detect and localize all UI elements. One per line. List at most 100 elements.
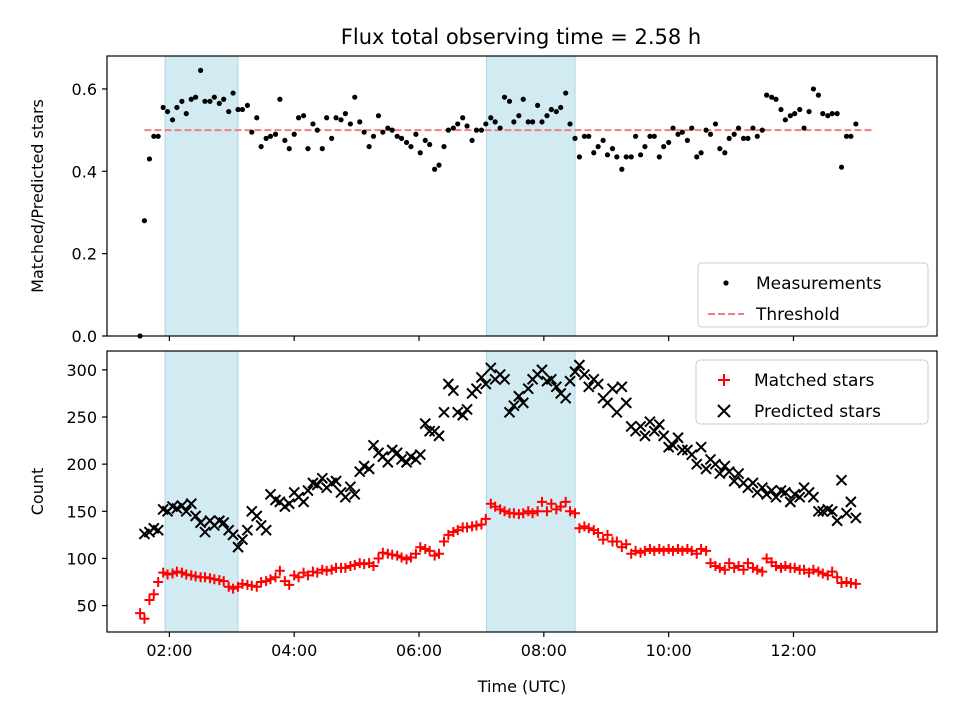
data-point bbox=[750, 125, 756, 131]
legend-marker bbox=[717, 404, 731, 418]
data-point bbox=[813, 566, 824, 577]
data-point bbox=[807, 491, 820, 503]
data-point bbox=[550, 381, 563, 393]
data-point bbox=[639, 430, 651, 442]
data-point bbox=[272, 131, 279, 137]
data-point bbox=[663, 544, 674, 555]
data-point bbox=[199, 526, 211, 538]
data-point bbox=[574, 523, 585, 534]
data-point bbox=[302, 484, 314, 497]
data-point bbox=[483, 121, 489, 127]
data-point bbox=[644, 416, 656, 428]
data-point bbox=[586, 133, 592, 139]
data-point bbox=[595, 143, 601, 150]
data-point bbox=[726, 135, 732, 141]
data-point bbox=[563, 90, 569, 96]
x-tick-label: 10:00 bbox=[646, 641, 692, 660]
data-point bbox=[672, 432, 684, 444]
data-point bbox=[637, 152, 644, 158]
data-point bbox=[850, 512, 862, 524]
data-point bbox=[820, 111, 826, 117]
y-tick-label: 50 bbox=[77, 597, 97, 616]
data-point bbox=[686, 449, 698, 461]
data-point bbox=[218, 576, 229, 587]
data-point bbox=[555, 501, 566, 512]
data-point bbox=[797, 106, 803, 113]
data-point bbox=[227, 529, 239, 541]
x-tick-label: 08:00 bbox=[521, 641, 567, 660]
y-tick-label: 250 bbox=[66, 408, 97, 427]
data-point bbox=[497, 125, 503, 131]
data-point bbox=[352, 94, 358, 100]
data-point bbox=[236, 533, 249, 546]
data-point bbox=[701, 545, 712, 556]
data-point bbox=[714, 562, 725, 573]
data-point bbox=[226, 108, 232, 115]
data-point bbox=[707, 131, 714, 137]
data-point bbox=[442, 378, 455, 390]
legend-frame bbox=[697, 262, 929, 328]
data-point bbox=[344, 481, 357, 493]
data-point bbox=[146, 156, 153, 162]
data-point bbox=[745, 135, 751, 141]
data-point bbox=[153, 577, 164, 588]
data-point bbox=[679, 129, 685, 135]
data-point bbox=[667, 439, 679, 452]
data-point bbox=[232, 541, 244, 553]
data-point bbox=[436, 162, 442, 168]
data-point bbox=[684, 137, 690, 144]
data-point bbox=[251, 510, 263, 522]
data-point bbox=[230, 90, 236, 96]
data-point bbox=[382, 456, 394, 468]
data-point bbox=[314, 127, 320, 133]
data-point bbox=[460, 115, 466, 121]
data-point bbox=[806, 108, 812, 115]
x-tick-label: 12:00 bbox=[770, 641, 816, 660]
data-point bbox=[141, 218, 148, 224]
data-point bbox=[263, 135, 269, 141]
data-point bbox=[480, 513, 491, 524]
data-point bbox=[621, 539, 632, 550]
data-point bbox=[485, 362, 497, 374]
data-point bbox=[602, 529, 613, 540]
data-point bbox=[780, 560, 791, 571]
data-point bbox=[829, 111, 835, 117]
data-point bbox=[413, 131, 419, 137]
data-point bbox=[530, 119, 536, 125]
legend-frame bbox=[695, 359, 929, 425]
data-point bbox=[525, 119, 531, 125]
data-point bbox=[415, 542, 426, 553]
data-point bbox=[291, 131, 297, 137]
data-point bbox=[394, 133, 400, 139]
counts-panel: 50 100 150 200 250 300 02:00 04:00 06:00 08:00 10:… bbox=[28, 350, 938, 696]
data-point bbox=[433, 430, 445, 442]
data-point bbox=[601, 397, 614, 409]
data-point bbox=[826, 505, 838, 518]
data-point bbox=[361, 129, 367, 135]
data-point bbox=[167, 568, 178, 579]
data-point bbox=[251, 581, 262, 592]
y-tick-label: 100 bbox=[66, 549, 97, 568]
data-point bbox=[270, 572, 281, 583]
data-point bbox=[694, 154, 700, 160]
data-point bbox=[516, 113, 522, 119]
data-point bbox=[499, 506, 510, 517]
series-predicted-stars bbox=[138, 359, 862, 553]
data-point bbox=[853, 121, 859, 127]
data-point bbox=[738, 564, 749, 575]
data-point bbox=[759, 127, 765, 133]
data-point bbox=[284, 579, 295, 590]
y-tick-label: 200 bbox=[66, 455, 97, 474]
data-point bbox=[391, 447, 403, 459]
data-point bbox=[611, 536, 622, 547]
data-point bbox=[691, 548, 702, 559]
data-point bbox=[194, 516, 207, 529]
data-point bbox=[368, 560, 379, 571]
data-point bbox=[756, 482, 768, 494]
data-point bbox=[470, 383, 483, 395]
legend: Measurements Threshold bbox=[697, 262, 929, 328]
data-point bbox=[775, 562, 786, 573]
data-point bbox=[810, 86, 817, 92]
data-point bbox=[432, 166, 438, 172]
data-point bbox=[782, 117, 788, 123]
